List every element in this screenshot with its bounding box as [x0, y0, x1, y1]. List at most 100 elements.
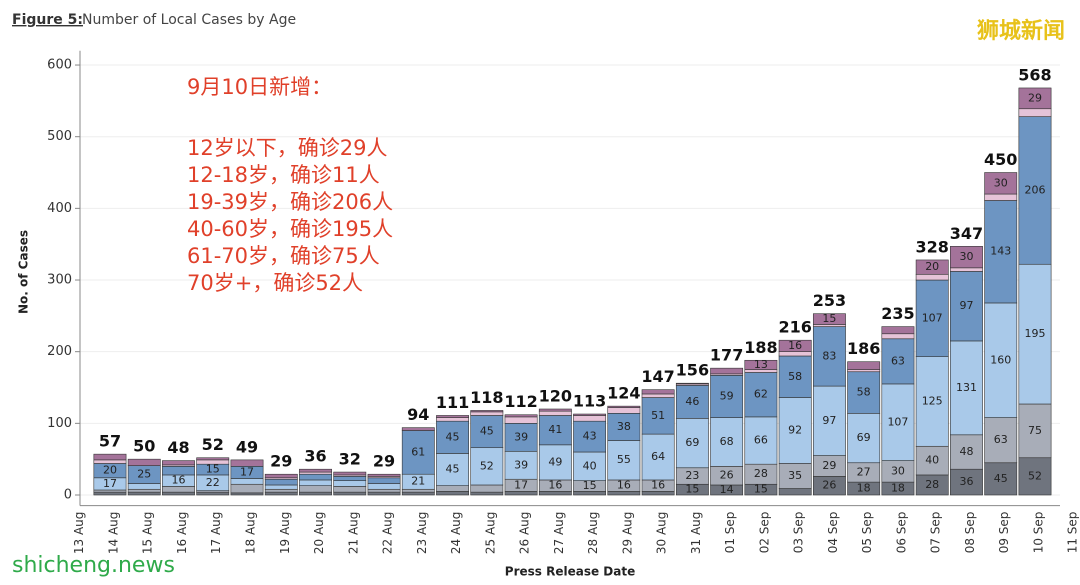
x-tick-label: 25 Aug [483, 512, 497, 555]
segment-label: 45 [446, 463, 460, 476]
total-label: 253 [813, 291, 846, 310]
total-label: 112 [504, 392, 537, 411]
bar-segment [950, 271, 983, 342]
segment-label: 64 [651, 450, 665, 463]
segment-label: 18 [857, 482, 871, 495]
x-tick-label: 26 Aug [518, 512, 532, 555]
bar-segment [984, 172, 1018, 195]
segment-label: 20 [925, 260, 939, 273]
bar-segment [950, 267, 983, 272]
annotation: 70岁+，确诊52人 [187, 271, 363, 295]
bar-segment [778, 351, 812, 357]
x-tick-label: 13 Aug [72, 512, 86, 555]
segment-label: 63 [994, 433, 1008, 446]
annotation: 61-70岁，确诊75人 [187, 244, 380, 268]
bar-segment [915, 356, 949, 447]
segment-label: 28 [925, 478, 939, 491]
segment-label: 16 [651, 479, 665, 492]
bar-segment [299, 471, 332, 475]
bar-segment [264, 491, 298, 496]
total-label: 94 [407, 405, 429, 424]
x-tick-label: 20 Aug [312, 512, 326, 555]
bar-segment [607, 405, 641, 408]
bar-segment [470, 415, 504, 449]
bar-segment [367, 488, 401, 493]
bar-segment [470, 410, 504, 413]
bar-segment [744, 416, 778, 465]
segment-label: 17 [103, 477, 117, 490]
segment-label: 39 [514, 430, 528, 443]
bar-segment [847, 361, 881, 370]
bar-segment [915, 259, 949, 275]
bar-segment [367, 491, 401, 496]
total-label: 29 [270, 452, 292, 471]
segment-label: 40 [925, 454, 939, 467]
segment-label: 16 [788, 339, 802, 352]
bar-segment [744, 372, 778, 418]
x-tick-label: 14 Aug [106, 512, 120, 555]
bar-segment [162, 491, 195, 496]
bar-segment [915, 273, 949, 281]
x-tick-label: 28 Aug [586, 512, 600, 555]
total-label: 36 [304, 447, 326, 466]
bar-segment [436, 485, 469, 492]
bar-segment [778, 355, 812, 398]
bar-segment [710, 375, 744, 418]
bar-segment [196, 459, 230, 465]
bar-segment [127, 488, 161, 493]
bar-segment [847, 371, 881, 414]
bar-segment [333, 491, 367, 496]
bar-segment [607, 413, 641, 441]
segment-label: 22 [206, 476, 220, 489]
y-tick-label: 100 [47, 416, 72, 431]
bar-segment [230, 478, 264, 485]
bar-segment [162, 486, 195, 493]
segment-label: 48 [959, 445, 973, 458]
bar-segment [984, 193, 1018, 201]
total-label: 347 [950, 224, 983, 243]
bar-segment [812, 385, 846, 456]
segment-label: 45 [994, 472, 1008, 485]
bar-segment [162, 466, 195, 476]
total-label: 147 [641, 367, 674, 386]
bar-segment [778, 397, 812, 464]
total-label: 568 [1018, 65, 1051, 84]
segment-label: 97 [822, 414, 836, 427]
bar-segment [641, 389, 675, 395]
segment-label: 38 [617, 420, 631, 433]
segment-label: 45 [446, 430, 460, 443]
segment-label: 29 [1028, 91, 1042, 104]
bar-segment [162, 460, 195, 466]
bar-segment [196, 457, 230, 461]
segment-label: 69 [857, 431, 871, 444]
bar-segment [504, 491, 538, 496]
segment-label: 83 [822, 349, 836, 362]
bar-segment [436, 453, 469, 486]
segment-label: 58 [857, 386, 871, 399]
total-label: 450 [984, 150, 1017, 169]
y-axis-label: No. of Cases [17, 230, 31, 314]
segment-label: 15 [206, 463, 220, 476]
watermark: shicheng.news [12, 553, 175, 578]
y-tick-label: 300 [47, 273, 72, 288]
segment-label: 16 [617, 479, 631, 492]
segment-label: 29 [822, 459, 836, 472]
segment-label: 26 [822, 479, 836, 492]
total-label: 113 [573, 392, 606, 411]
bar-segment [230, 492, 264, 496]
bar-segment [93, 489, 127, 493]
segment-label: 131 [956, 381, 977, 394]
bar-segment [299, 491, 332, 496]
segment-label: 61 [411, 445, 425, 458]
segment-label: 55 [617, 453, 631, 466]
bar-segment [641, 393, 675, 398]
bar-segment [504, 450, 538, 480]
x-tick-label: 16 Aug [175, 512, 189, 555]
bar-segment [812, 326, 846, 387]
bar-segment [333, 480, 367, 487]
bar-segment [299, 468, 332, 473]
chart-title: Number of Local Cases by Age [82, 12, 296, 28]
segment-label: 30 [959, 250, 973, 263]
segment-label: 46 [685, 395, 699, 408]
segment-label: 40 [583, 459, 597, 472]
